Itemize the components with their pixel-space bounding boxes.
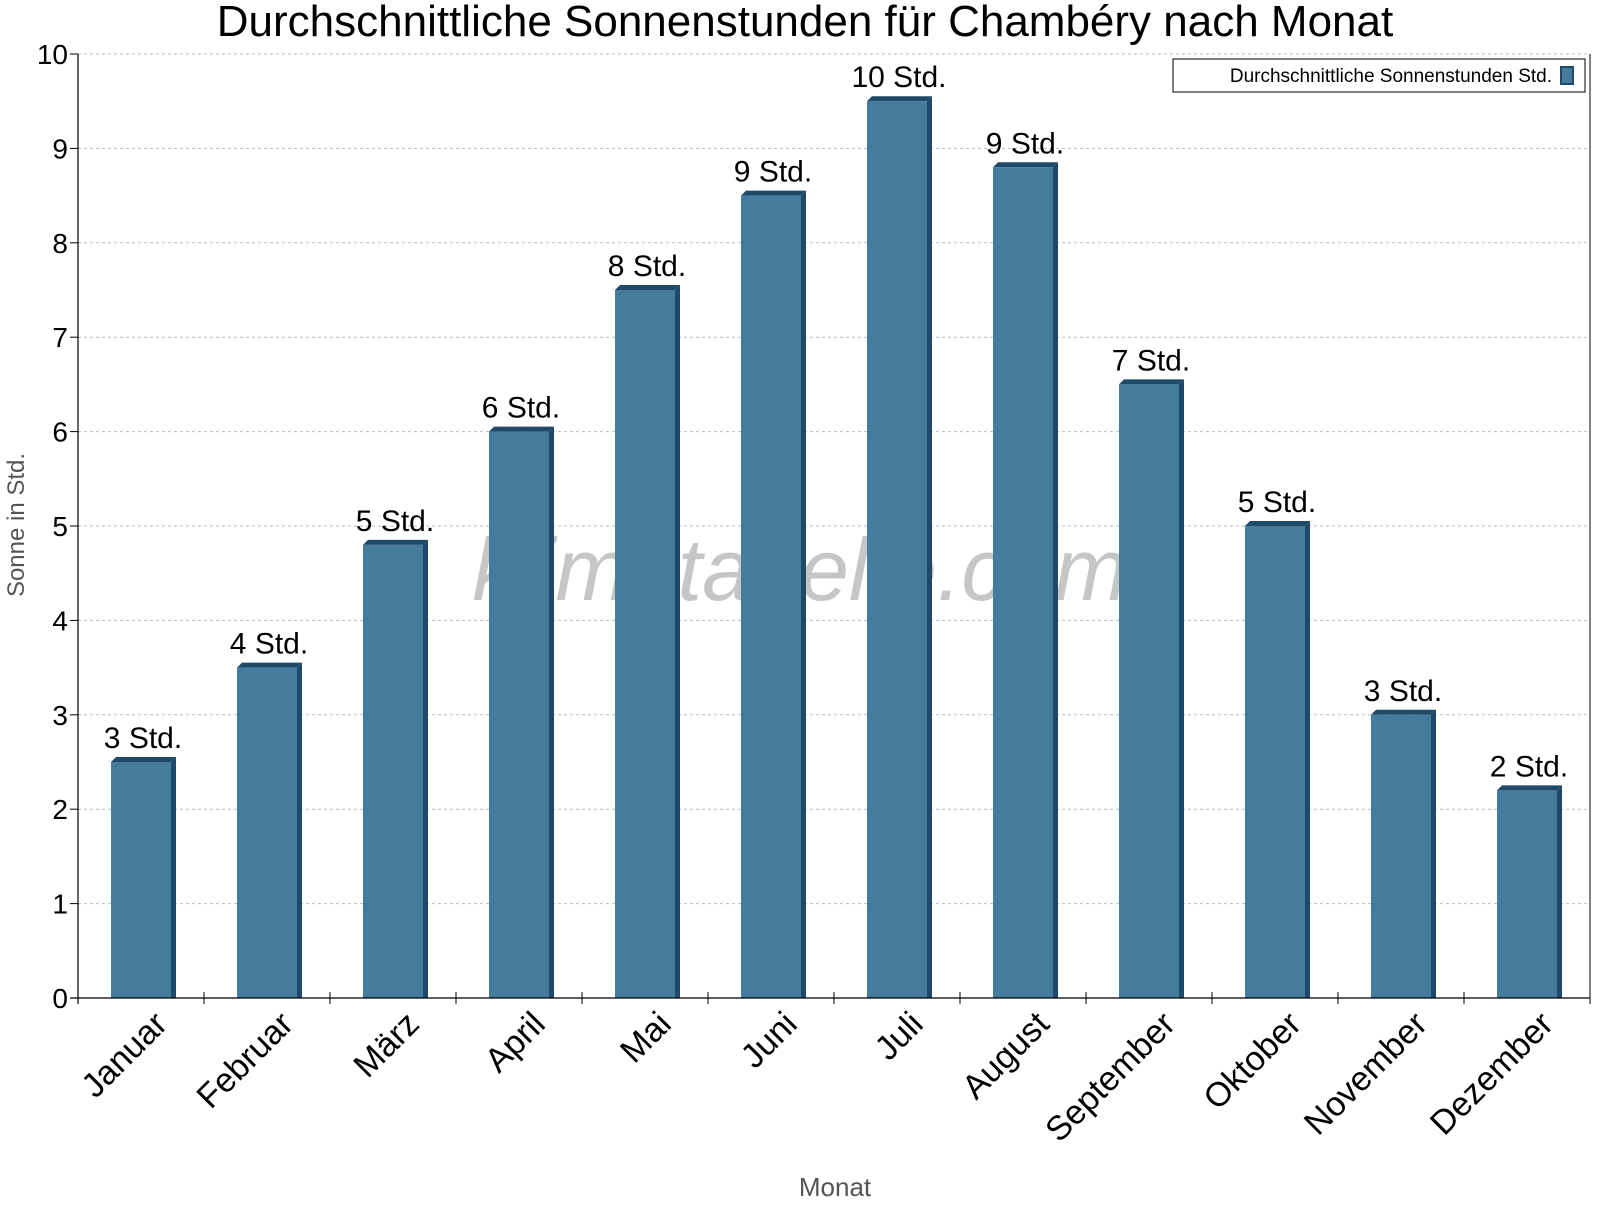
legend-label: Durchschnittliche Sonnenstunden Std. <box>1230 66 1552 87</box>
x-tick-label: Januar <box>74 1005 174 1105</box>
bar-side <box>801 190 806 999</box>
bar-side <box>675 285 680 998</box>
bar-side <box>297 662 302 998</box>
bar-side <box>423 539 428 998</box>
y-tick-label: 10 <box>37 39 68 70</box>
x-tick-label: April <box>478 1005 553 1080</box>
y-tick-label: 1 <box>52 889 68 920</box>
bar-data-label: 4 Std. <box>230 628 308 661</box>
bar-side <box>1557 785 1562 998</box>
y-tick-label: 7 <box>52 322 68 353</box>
bar-top <box>363 539 428 545</box>
bar <box>867 101 927 998</box>
y-tick-label: 6 <box>52 417 68 448</box>
data-labels: 3 Std. 4 Std. 5 Std. 6 Std. 8 Std. 9 Std. 10 S… <box>104 61 1568 783</box>
bar-top <box>489 426 554 432</box>
y-tick-label: 8 <box>52 228 68 259</box>
bar-side <box>1305 521 1310 998</box>
x-tick-label: Februar <box>190 1005 301 1116</box>
y-axis-title: Sonne in Std. <box>3 453 30 597</box>
bar-data-label: 9 Std. <box>734 156 812 189</box>
bar-data-label: 5 Std. <box>356 505 434 538</box>
bar <box>237 667 297 998</box>
bar-data-label: 8 Std. <box>608 250 686 283</box>
bar <box>741 195 801 999</box>
bar-top <box>237 662 302 668</box>
bar-side <box>927 96 932 998</box>
bar-side <box>549 426 554 999</box>
bar-side <box>1431 709 1436 998</box>
y-tick-label: 9 <box>52 133 68 164</box>
bar-data-label: 5 Std. <box>1238 486 1316 519</box>
bar <box>1371 714 1431 998</box>
bar-data-label: 3 Std. <box>1364 675 1442 708</box>
x-tick-label: August <box>955 1004 1057 1106</box>
chart-title: Durchschnittliche Sonnenstunden für Cham… <box>217 0 1393 46</box>
bar <box>1119 384 1179 998</box>
x-axis-title: Monat <box>799 1172 872 1200</box>
bar <box>1497 790 1557 998</box>
bar-top <box>1119 379 1184 385</box>
x-tick-label: Oktober <box>1196 1005 1308 1117</box>
bar <box>111 762 171 998</box>
y-tick-label: 2 <box>52 794 68 825</box>
bar-side <box>171 757 176 998</box>
bar-top <box>111 757 176 762</box>
y-tick-label: 0 <box>52 983 68 1014</box>
bar-data-label: 2 Std. <box>1490 750 1568 783</box>
bar-data-label: 9 Std. <box>986 127 1064 160</box>
bars <box>111 96 1562 999</box>
bar-data-label: 10 Std. <box>851 61 946 94</box>
bar-side <box>1053 162 1058 998</box>
bar <box>615 290 675 998</box>
bar-top <box>615 285 680 290</box>
legend-swatch <box>1560 66 1574 85</box>
x-tick-label: März <box>346 1005 426 1085</box>
grid <box>78 53 1590 905</box>
x-tick-label: September <box>1038 1005 1182 1149</box>
bar <box>993 167 1053 998</box>
bar <box>363 544 423 998</box>
bar-top <box>1371 709 1436 715</box>
legend: Durchschnittliche Sonnenstunden Std. <box>1172 58 1586 93</box>
bar-top <box>867 96 932 102</box>
bar-data-label: 7 Std. <box>1112 344 1190 377</box>
bar-data-label: 6 Std. <box>482 392 560 425</box>
bar-top <box>1245 521 1310 526</box>
y-tick-label: 3 <box>52 700 68 731</box>
bar <box>1245 526 1305 998</box>
x-tick-label: Mai <box>613 1005 679 1071</box>
legend-box <box>1172 58 1586 93</box>
x-tick-label: Juli <box>868 1005 931 1068</box>
bar-side <box>1179 379 1184 998</box>
bar-top <box>993 162 1058 168</box>
x-tick-label: Juni <box>734 1005 805 1076</box>
bar-data-label: 3 Std. <box>104 722 182 755</box>
y-tick-label: 4 <box>52 605 68 636</box>
y-tick-label: 5 <box>52 511 68 542</box>
bar <box>489 431 549 999</box>
x-tick-label: November <box>1297 1005 1435 1143</box>
bar-top <box>741 190 806 196</box>
x-tick-label: Dezember <box>1423 1005 1561 1143</box>
bar-top <box>1497 785 1562 791</box>
